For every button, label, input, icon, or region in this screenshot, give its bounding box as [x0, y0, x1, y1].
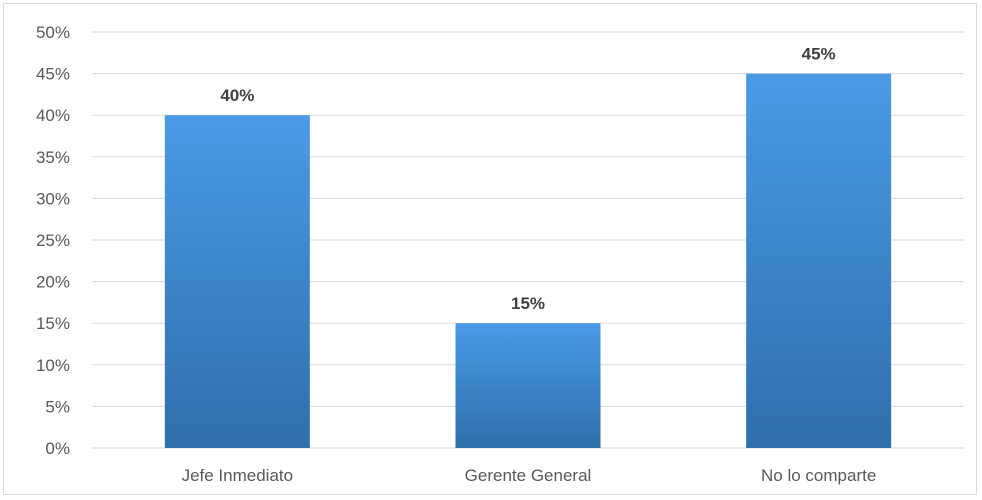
y-tick-label: 0%	[45, 439, 70, 458]
bar-value-label: 40%	[220, 86, 254, 105]
data-labels: 40% 15% 45%	[220, 45, 835, 314]
y-axis-tick-labels: 0% 5% 10% 15% 20% 25% 30% 35% 40% 45% 50%	[36, 23, 70, 458]
x-axis-category-labels: Jefe Inmediato Gerente General No lo compa…	[182, 466, 877, 485]
y-tick-label: 5%	[45, 397, 70, 416]
x-category-label: Gerente General	[465, 466, 592, 485]
y-tick-label: 10%	[36, 356, 70, 375]
x-category-label: No lo comparte	[761, 466, 876, 485]
y-tick-label: 20%	[36, 273, 70, 292]
bar-value-label: 45%	[802, 45, 836, 64]
y-tick-label: 40%	[36, 106, 70, 125]
bar	[455, 323, 601, 448]
bars	[164, 73, 892, 448]
y-tick-label: 45%	[36, 65, 70, 84]
x-category-label: Jefe Inmediato	[182, 466, 294, 485]
y-tick-label: 30%	[36, 189, 70, 208]
bar	[164, 115, 310, 448]
bar	[746, 73, 892, 448]
y-tick-label: 25%	[36, 231, 70, 250]
y-tick-label: 50%	[36, 23, 70, 42]
bar-value-label: 15%	[511, 294, 545, 313]
y-tick-label: 35%	[36, 148, 70, 167]
y-tick-label: 15%	[36, 314, 70, 333]
